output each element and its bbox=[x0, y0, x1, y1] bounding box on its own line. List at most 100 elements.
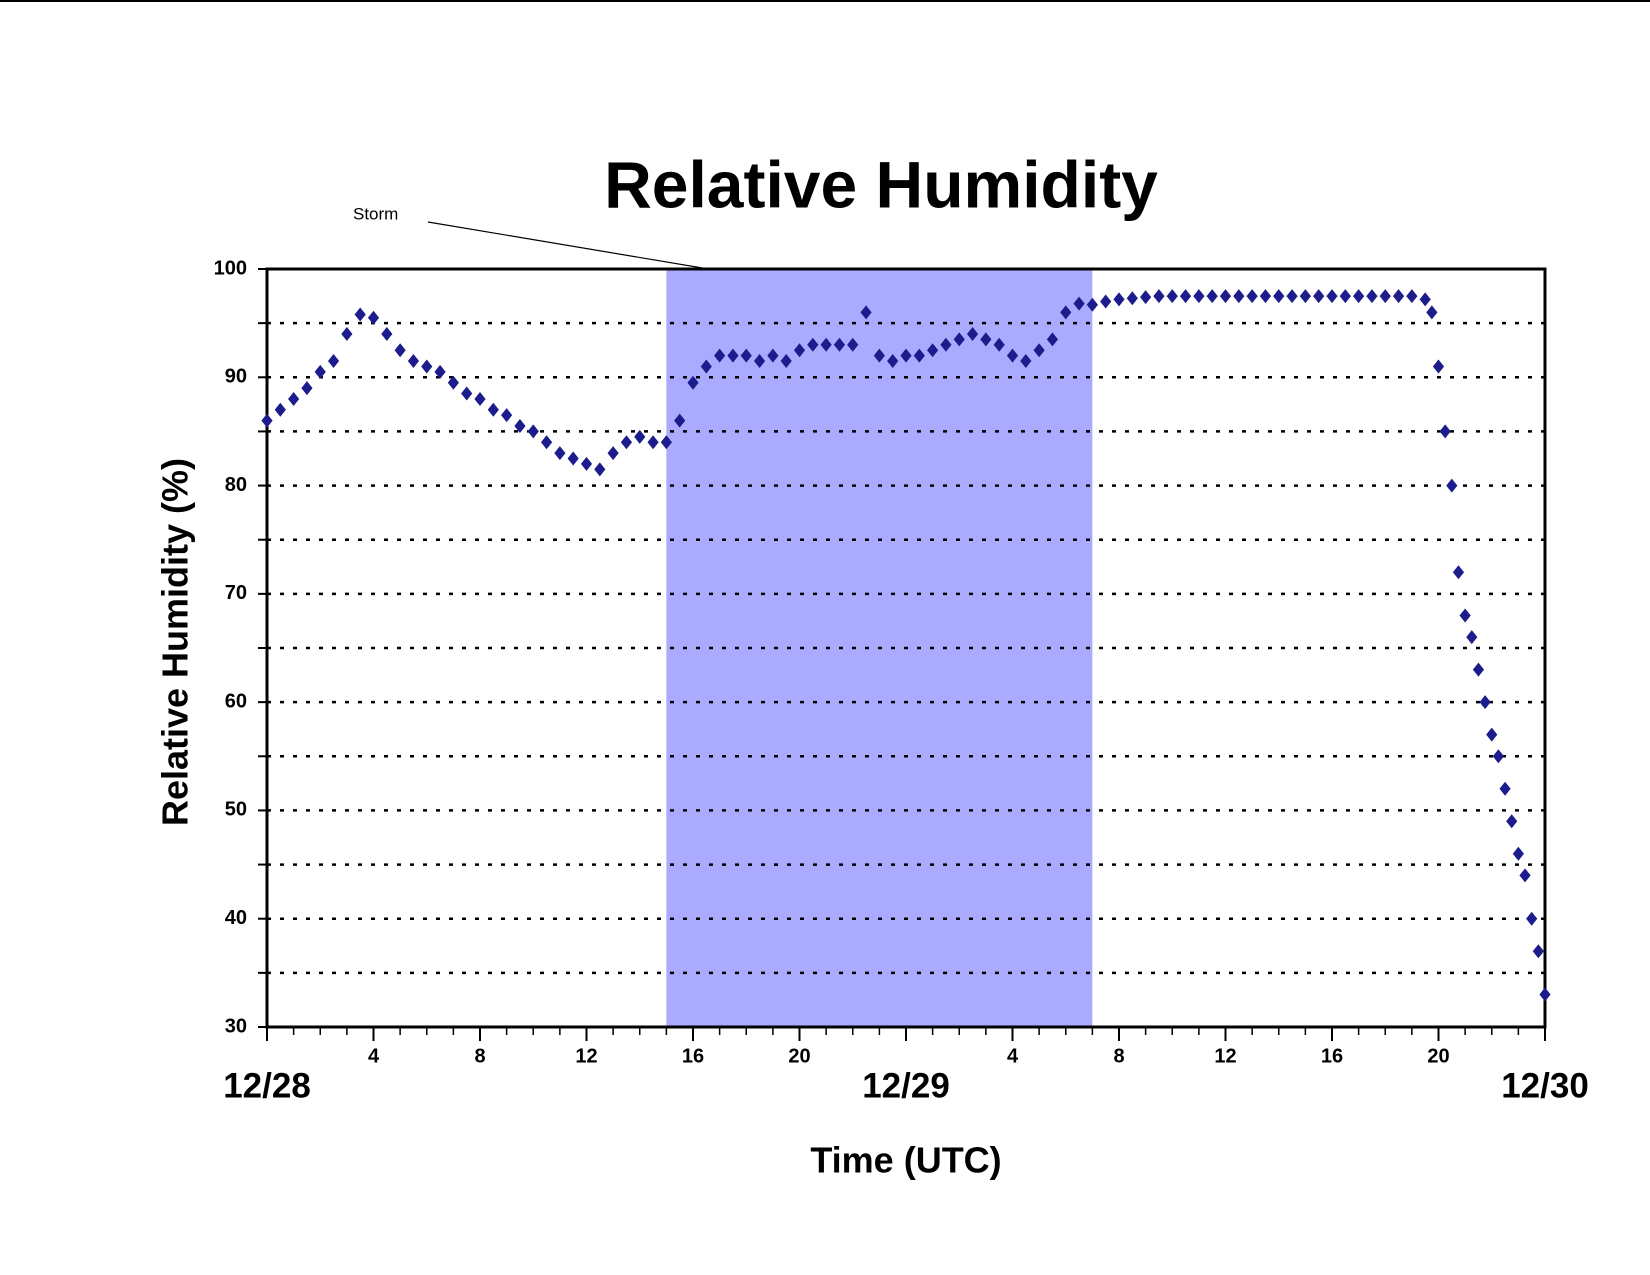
data-point bbox=[1366, 289, 1378, 304]
data-point bbox=[1233, 289, 1245, 304]
data-point bbox=[567, 451, 579, 466]
data-point bbox=[1086, 297, 1098, 312]
data-point bbox=[381, 326, 393, 341]
data-point bbox=[887, 354, 899, 369]
data-point bbox=[1539, 987, 1551, 1002]
data-point bbox=[1406, 289, 1418, 304]
data-point bbox=[913, 348, 925, 363]
x-tick-label: 4 bbox=[368, 1045, 380, 1067]
data-point bbox=[980, 332, 992, 347]
data-point bbox=[927, 343, 939, 358]
data-point bbox=[620, 435, 633, 450]
x-tick-label: 12/28 bbox=[223, 1066, 311, 1105]
data-point bbox=[1219, 289, 1232, 304]
data-point bbox=[1020, 354, 1032, 369]
data-point bbox=[1472, 662, 1485, 677]
y-tick-label: 70 bbox=[225, 582, 247, 604]
data-point bbox=[740, 348, 752, 363]
x-tick-label: 4 bbox=[1007, 1045, 1019, 1067]
x-tick-label: 12/30 bbox=[1501, 1066, 1589, 1105]
data-point bbox=[1439, 424, 1451, 439]
y-tick-label: 80 bbox=[225, 474, 247, 496]
x-tick-label: 8 bbox=[474, 1045, 485, 1067]
data-point bbox=[1479, 695, 1491, 710]
data-point bbox=[1126, 291, 1138, 306]
data-point bbox=[261, 413, 273, 428]
data-point bbox=[1392, 289, 1405, 304]
data-point bbox=[1193, 289, 1205, 304]
data-point bbox=[900, 348, 912, 363]
data-point bbox=[873, 348, 885, 363]
data-point bbox=[540, 435, 553, 450]
y-tick-label: 50 bbox=[225, 799, 247, 821]
data-point bbox=[1519, 868, 1531, 883]
data-point bbox=[674, 413, 686, 428]
data-point bbox=[780, 354, 792, 369]
data-point bbox=[1006, 348, 1019, 363]
data-point bbox=[1466, 630, 1478, 645]
data-point bbox=[1353, 289, 1365, 304]
data-point bbox=[687, 375, 699, 390]
chart-title: Relative Humidity bbox=[604, 147, 1158, 221]
data-point bbox=[1206, 289, 1218, 304]
data-point bbox=[993, 337, 1005, 352]
x-tick-label: 20 bbox=[1427, 1045, 1449, 1067]
data-point bbox=[514, 419, 526, 434]
data-point bbox=[753, 354, 766, 369]
data-point bbox=[1499, 781, 1511, 796]
data-point bbox=[1379, 289, 1391, 304]
data-point bbox=[394, 343, 406, 358]
data-point bbox=[940, 337, 952, 352]
data-point bbox=[1299, 289, 1311, 304]
data-point bbox=[288, 391, 300, 406]
data-point bbox=[1046, 332, 1059, 347]
data-point bbox=[1246, 289, 1258, 304]
data-point bbox=[1506, 814, 1518, 829]
data-point bbox=[1339, 289, 1351, 304]
data-point bbox=[860, 305, 872, 320]
data-point bbox=[1113, 292, 1125, 307]
data-point bbox=[647, 435, 659, 450]
data-point bbox=[727, 348, 739, 363]
data-point bbox=[314, 364, 326, 379]
data-point bbox=[966, 326, 979, 341]
data-point bbox=[793, 343, 806, 358]
data-point bbox=[1259, 289, 1272, 304]
x-tick-label: 20 bbox=[788, 1045, 810, 1067]
data-point bbox=[341, 326, 353, 341]
data-point bbox=[1526, 911, 1538, 926]
data-point bbox=[1492, 749, 1505, 764]
data-point bbox=[820, 337, 832, 352]
data-point bbox=[487, 402, 499, 417]
data-point bbox=[1273, 289, 1285, 304]
y-tick-label: 90 bbox=[225, 366, 247, 388]
data-point bbox=[767, 348, 779, 363]
data-point bbox=[1459, 608, 1471, 623]
data-point bbox=[301, 381, 313, 396]
data-point bbox=[1419, 292, 1431, 307]
data-point bbox=[660, 435, 672, 450]
data-point bbox=[354, 307, 366, 322]
plot-frame bbox=[265, 267, 1547, 1029]
data-point bbox=[1033, 343, 1045, 358]
data-point bbox=[327, 354, 340, 369]
data-point bbox=[1286, 289, 1298, 304]
data-point bbox=[1153, 289, 1165, 304]
data-point bbox=[1060, 305, 1072, 320]
data-point bbox=[833, 337, 846, 352]
data-point bbox=[421, 359, 433, 374]
storm-label: Storm bbox=[353, 204, 398, 223]
data-point bbox=[1446, 478, 1458, 493]
data-point bbox=[367, 310, 380, 325]
y-tick-label: 30 bbox=[225, 1015, 247, 1037]
data-point bbox=[474, 391, 486, 406]
data-point bbox=[634, 429, 646, 444]
x-tick-label: 16 bbox=[682, 1045, 704, 1067]
x-axis-label: Time (UTC) bbox=[810, 1140, 1001, 1181]
data-point bbox=[434, 364, 446, 379]
data-point bbox=[1140, 290, 1152, 305]
data-point bbox=[527, 424, 539, 439]
data-point bbox=[714, 348, 726, 363]
data-point bbox=[594, 462, 606, 477]
